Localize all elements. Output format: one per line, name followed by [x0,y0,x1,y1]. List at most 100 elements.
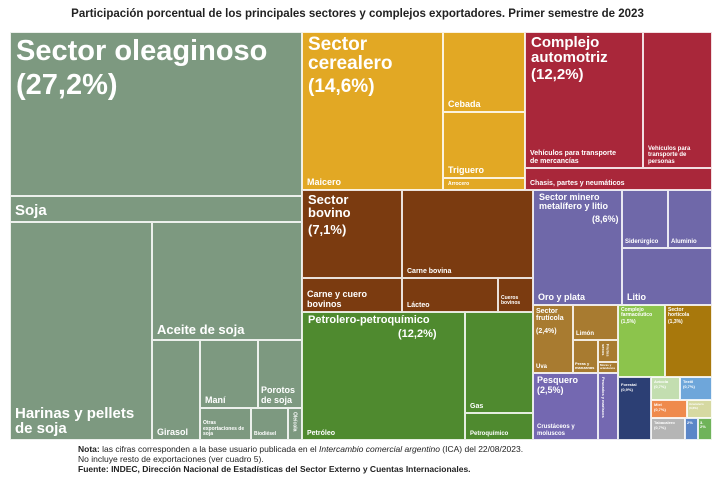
item-label: Chasis, partes y neumáticos [530,179,625,187]
cell-harinas: Harinas y pellets de soja [10,222,152,440]
item-label: Girasol [157,426,189,437]
sector-label: Textil [683,379,694,384]
cell-crustaceos: Pesquero (2,5%) Crustáceos y moluscos [533,373,598,440]
cell-oro-plata: Sector minero metalífero y litio (8,6%) … [533,190,622,305]
sector-pct: (27,2%) [16,69,118,101]
cell-aceite: Aceite de soja [152,222,302,340]
item-label: Cueros bovinos [501,294,521,306]
footnote: Nota: las cifras corresponden a la base … [78,444,523,475]
item-label: Lácteo [407,301,430,309]
cell-avicola: Avícola (0,7%) [651,377,680,400]
sector-label: Pesquero [537,375,579,385]
sector-label: Sector hortícola [668,307,690,318]
item-label: Vehículos para transporte de personas [648,146,691,165]
cell-aluminio: Aluminio [668,190,712,248]
item-label: Litio [627,291,646,302]
cell-litio: Litio [622,248,712,305]
sector-pct: (14,6%) [308,76,375,97]
sector-label: Sector bovino [308,192,351,220]
sector-label: Forestal [621,382,637,387]
item-label: Crustáceos y moluscos [537,424,575,437]
sector-pct: (0,7%) [654,407,666,412]
cell-petroquimico: Petroquímico [465,413,533,440]
cell-arrocero: Arrocero [443,178,525,190]
item-label: Arrocero [448,180,470,187]
cell-porotos: Porotos de soja [258,340,302,408]
fuente-text: INDEC, Dirección Nacional de Estadística… [108,464,471,475]
nota-label: Nota: [78,444,100,454]
cell-limon: Limón [573,305,618,340]
cell-petroleo: Petrolero-petroquímico (12,2%) Petróleo [302,312,465,440]
cell-bovino-title: Sector bovino (7,1%) [302,190,402,278]
cell-farmaceutico: Complejo farmacéutico (1,5%) [618,305,665,377]
cell-oleaginoso-title: Sector oleaginoso (27,2%) [10,32,302,196]
nota-text-2: (ICA) del 22/08/2023. [439,444,524,454]
item-label: Oro y plata [538,291,586,302]
sector-label: Sector minero metalífero y litio [539,192,609,211]
cell-uva: Sector frutícola (2,4%) Uva [533,305,573,373]
item-label: Aceite de soja [157,322,245,338]
item-label: Moras y arándanos [600,362,616,370]
item-label: Pescados y mariscos [601,377,607,418]
cell-chasis: Chasis, partes y neumáticos [525,168,712,190]
sector-pct: (2,5%) [537,385,564,395]
item-label: Aluminio [671,238,697,245]
sector-label: Sector oleaginoso [16,35,268,67]
sector-label: Azucarero [689,402,704,406]
cell-otro-2: 3. 2% [698,418,712,440]
cell-pescados: Pescados y mariscos [598,373,618,440]
cell-carne-cuero: Carne y cuero bovinos [302,278,402,312]
sector-pct: (12,2%) [398,328,437,340]
sector-label: 3. [700,420,704,425]
item-label: Siderúrgico [625,238,659,245]
item-label: Petroquímico [470,430,509,437]
item-label: Otras exportaciones de soja [203,420,245,437]
item-label: Gas [470,402,484,410]
item-label: Maní [205,394,226,405]
item-label: Porotos de soja [261,385,296,405]
item-label: Carne bovina [407,267,452,275]
chart-title: Participación porcentual de los principa… [71,8,644,20]
sector-pct: (0,9%) [621,387,633,392]
item-label: Cebada [448,98,481,109]
sector-pct: (0,6%) [689,406,698,410]
sector-pct: (8,6%) [592,214,619,224]
cell-otro-1: 2% [685,418,698,440]
sector-pct: (7,1%) [308,222,347,237]
sector-pct: (2,4%) [536,328,557,335]
item-label: Frutos secos [601,344,611,357]
item-label: Uva [536,363,548,370]
item-label: Vehículos para transporte de mercancías [530,150,616,165]
cell-moras: Moras y arándanos [598,362,618,373]
item-label: Petróleo [307,429,336,437]
cell-biodiesel: Biodiésel [251,408,288,440]
nota-line-2: No incluye resto de exportaciones (ver c… [78,454,264,465]
sector-pct: (0,7%) [654,425,666,430]
item-label: Carne y cuero bovinos [307,289,368,309]
sector-pct: 2% [700,424,706,429]
sector-pct: (0,7%) [654,384,666,389]
cell-vehiculos-mercancias: Complejo automotriz (12,2%) Vehículos pa… [525,32,643,168]
cell-azucarero: Azucarero (0,6%) [687,400,712,418]
item-label: Oleícola [291,412,298,432]
cell-frutos-secos: Frutos secos [598,340,618,362]
sector-pct: (1,3%) [668,319,683,325]
item-label: Limón [576,330,594,337]
cell-horticola: Sector hortícola (1,3%) [665,305,712,377]
cell-gas: Gas [465,312,533,413]
sector-label: Complejo automotriz [531,34,608,66]
sector-pct: (0,7%) [683,384,695,389]
cell-peras: Peras y manzanas [573,340,598,373]
fuente-label: Fuente: [78,464,109,475]
cell-textil: Textil (0,7%) [680,377,712,400]
sector-pct: (12,2%) [531,66,584,83]
sector-label: Sector frutícola [536,308,564,322]
cell-carne-bovina: Carne bovina [402,190,533,278]
nota-italic: Intercambio comercial argentino [318,444,440,454]
sector-label: Tabacalero [654,420,675,425]
cell-vehiculos-personas: Vehículos para transporte de personas [643,32,712,168]
cell-girasol: Girasol [152,340,200,440]
cell-lacteo: Lácteo [402,278,498,312]
item-label: Peras y manzanas [575,360,595,370]
cell-triguero: Triguero [443,112,525,178]
